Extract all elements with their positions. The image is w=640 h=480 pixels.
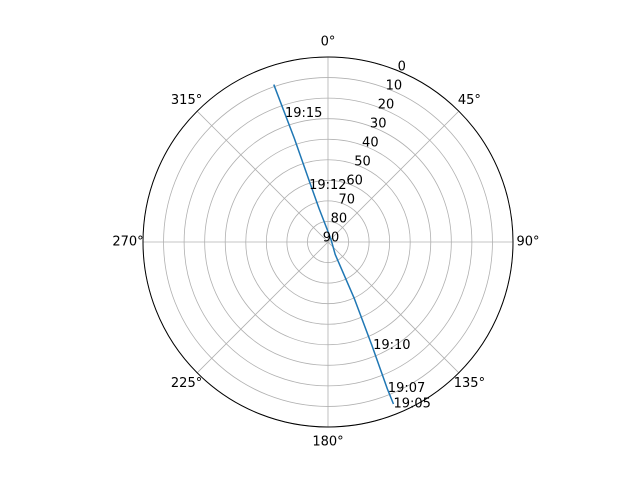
theta-gridline-135 bbox=[327, 241, 460, 374]
polar-frame bbox=[142, 56, 514, 428]
r-tick-label: 10 bbox=[386, 79, 403, 94]
theta-tick-label: 0° bbox=[321, 35, 336, 50]
r-tick-label: 40 bbox=[362, 136, 379, 151]
time-annotation: 19:10 bbox=[373, 338, 410, 353]
theta-gridline-45 bbox=[327, 110, 460, 243]
r-tick-label: 80 bbox=[331, 212, 348, 227]
theta-tick-label: 225° bbox=[171, 376, 202, 391]
r-tick-label: 30 bbox=[370, 117, 387, 132]
time-annotation: 19:05 bbox=[393, 396, 430, 411]
theta-tick-label: 270° bbox=[112, 235, 143, 250]
r-tick-label: 20 bbox=[378, 98, 395, 113]
theta-tick-label: 315° bbox=[171, 93, 202, 108]
theta-tick-label: 135° bbox=[454, 376, 485, 391]
series-layer bbox=[273, 84, 395, 405]
time-annotation: 19:12 bbox=[309, 178, 346, 193]
theta-tick-label: 180° bbox=[312, 435, 343, 450]
grid-layer bbox=[142, 56, 514, 428]
label-layer: 0° 45° 90° 135° 180° 225° 270° 315° 0 10 20 30 40 50 6… bbox=[112, 35, 539, 450]
theta-tick-label: 45° bbox=[458, 93, 481, 108]
time-annotation: 19:15 bbox=[285, 106, 322, 121]
frame-layer bbox=[142, 56, 514, 428]
r-tick-label: 90 bbox=[323, 231, 340, 246]
theta-tick-label: 90° bbox=[516, 235, 539, 250]
time-annotation: 19:07 bbox=[388, 381, 425, 396]
r-tick-label: 0 bbox=[398, 60, 406, 75]
r-tick-label: 70 bbox=[338, 193, 355, 208]
r-tick-label: 60 bbox=[346, 174, 363, 189]
theta-gridline-315 bbox=[196, 110, 329, 243]
r-tick-label: 50 bbox=[354, 155, 371, 170]
theta-gridline-225 bbox=[196, 241, 329, 374]
series-line-0 bbox=[273, 84, 395, 405]
